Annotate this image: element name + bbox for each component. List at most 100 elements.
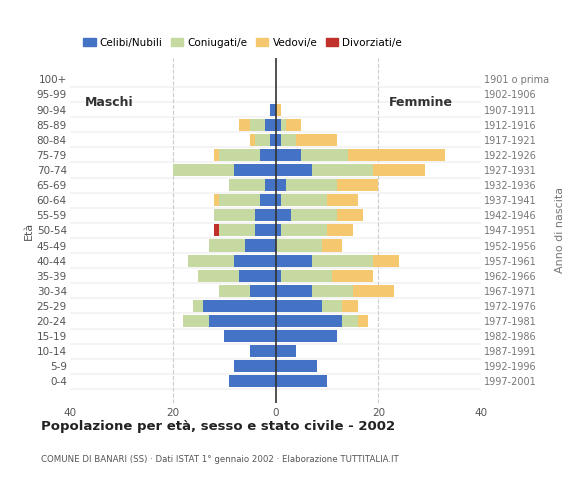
Bar [173,164,276,176]
Bar [234,360,276,372]
Bar [209,240,276,252]
Bar [276,209,291,221]
Bar [276,179,337,191]
Bar [276,134,337,146]
Bar [219,149,276,161]
Bar [229,179,276,191]
Bar [193,300,276,312]
Bar [276,119,301,131]
Bar [276,104,281,116]
Bar [276,345,296,357]
Bar [276,134,296,146]
Bar [250,345,276,357]
Bar [276,224,281,237]
Bar [255,209,276,221]
Bar [234,254,276,267]
Bar [214,209,276,221]
Text: Femmine: Femmine [389,96,453,108]
Bar [276,254,399,267]
Bar [250,345,276,357]
Y-axis label: Età: Età [24,221,34,240]
Bar [234,360,276,372]
Bar [276,149,301,161]
Bar [250,134,276,146]
Bar [183,315,276,327]
Bar [250,285,276,297]
Bar [276,134,337,146]
Bar [183,315,276,327]
Bar [260,149,276,161]
Bar [173,164,276,176]
Bar [276,149,445,161]
Bar [276,164,425,176]
Bar [270,104,276,116]
Bar [229,179,276,191]
Bar [276,315,368,327]
Bar [250,119,276,131]
Bar [219,285,276,297]
Bar [276,270,332,282]
Bar [214,209,276,221]
Bar [276,330,337,342]
Bar [229,375,276,387]
Bar [188,254,276,267]
Bar [276,360,317,372]
Bar [229,375,276,387]
Bar [234,360,276,372]
Bar [276,179,378,191]
Text: Maschi: Maschi [85,96,133,108]
Bar [214,149,276,161]
Bar [276,149,445,161]
Bar [276,285,394,297]
Bar [270,104,276,116]
Bar [219,285,276,297]
Bar [224,330,276,342]
Bar [198,270,276,282]
Bar [250,345,276,357]
Bar [224,330,276,342]
Bar [276,375,327,387]
Bar [276,270,374,282]
Bar [276,194,358,206]
Bar [219,224,276,237]
Bar [276,315,358,327]
Bar [260,194,276,206]
Bar [276,300,358,312]
Y-axis label: Anno di nascita: Anno di nascita [555,187,565,274]
Bar [276,360,317,372]
Bar [276,224,353,237]
Bar [183,315,276,327]
Bar [276,375,327,387]
Bar [276,285,353,297]
Bar [209,240,276,252]
Bar [276,300,342,312]
Bar [276,194,358,206]
Bar [193,300,276,312]
Bar [276,315,368,327]
Bar [204,300,276,312]
Bar [198,270,276,282]
Bar [276,149,347,161]
Bar [219,194,276,206]
Bar [255,224,276,237]
Bar [198,270,276,282]
Bar [276,345,296,357]
Bar [229,179,276,191]
Bar [276,360,317,372]
Bar [276,330,337,342]
Bar [276,315,342,327]
Bar [276,179,286,191]
Bar [276,134,281,146]
Bar [276,240,342,252]
Bar [276,330,337,342]
Bar [229,375,276,387]
Bar [276,240,322,252]
Bar [209,315,276,327]
Bar [276,254,311,267]
Bar [276,209,363,221]
Bar [276,194,327,206]
Bar [224,330,276,342]
Bar [214,194,276,206]
Bar [276,119,301,131]
Bar [229,375,276,387]
